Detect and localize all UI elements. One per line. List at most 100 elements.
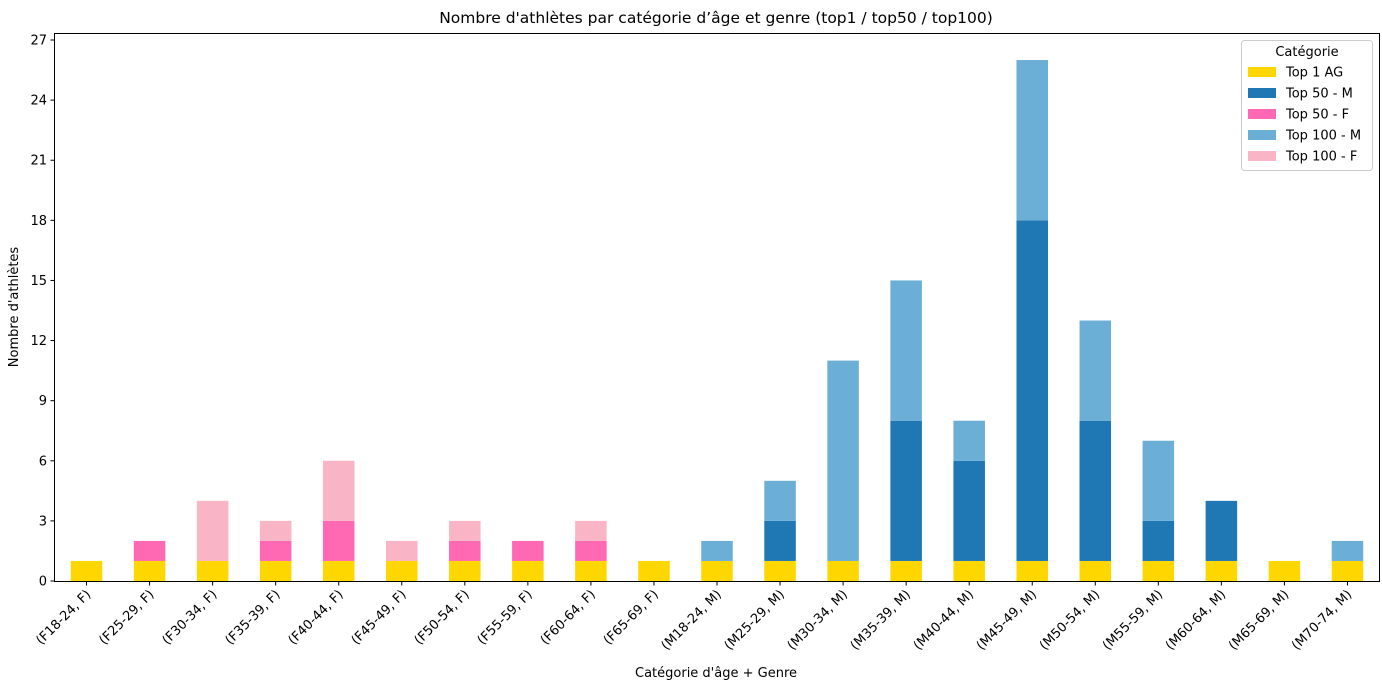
bar-segment [1268, 560, 1301, 581]
y-axis-label: Nombre d'athlètes [7, 247, 22, 368]
bar-segment [764, 520, 796, 561]
y-tick-label: 15 [30, 274, 47, 289]
legend-label: Top 100 - M [1285, 129, 1361, 144]
bar-segment [1079, 560, 1112, 581]
x-tick-label: (F65-69, F) [601, 587, 662, 648]
legend-swatch [1248, 130, 1276, 140]
bar-segment [1142, 440, 1175, 521]
bar-segment [259, 520, 292, 541]
bar-segment [322, 560, 355, 581]
bars-group [70, 60, 1364, 581]
bar-segment [1016, 60, 1048, 221]
x-tick-label: (F18-24, F) [33, 587, 94, 648]
legend-label: Top 1 AG [1285, 66, 1343, 81]
bar-segment [196, 500, 229, 561]
x-tick-label: (M70-74, M) [1289, 587, 1355, 653]
x-tick-label: (M18-24, M) [659, 587, 725, 653]
y-tick-label: 12 [30, 334, 47, 349]
bar-segment [512, 560, 544, 581]
legend-label: Top 50 - F [1285, 108, 1349, 123]
x-tick-label: (M50-54, M) [1037, 587, 1103, 653]
x-tick-label: (F40-44, F) [286, 587, 347, 648]
bar-segment [575, 540, 607, 561]
y-tick-label: 9 [39, 394, 47, 409]
bar-segment [890, 280, 922, 421]
legend-swatch [1248, 88, 1276, 98]
y-tick-label: 0 [39, 575, 47, 590]
legend-title: Catégorie [1275, 45, 1338, 60]
x-axis: (F18-24, F) (F25-29, F) (F30-34, F) (F35-39… [33, 581, 1355, 653]
x-tick-label: (F60-64, F) [538, 587, 599, 648]
legend-swatch [1248, 67, 1276, 77]
legend-label: Top 100 - F [1285, 150, 1357, 165]
legend-label: Top 50 - M [1285, 87, 1353, 102]
bar-segment [322, 460, 355, 521]
bar-segment [953, 420, 985, 461]
x-tick-label: (F50-54, F) [412, 587, 473, 648]
bar-segment [133, 560, 166, 581]
bar-segment [1331, 540, 1364, 561]
y-tick-label: 6 [39, 454, 47, 469]
x-tick-label: (F55-59, F) [475, 587, 536, 648]
bar-segment [701, 540, 733, 561]
x-tick-label: (M40-44, M) [911, 587, 977, 653]
legend-swatch [1248, 109, 1276, 119]
y-tick-label: 3 [39, 514, 47, 529]
x-tick-label: (M35-39, M) [848, 587, 914, 653]
bar-segment [1142, 520, 1175, 561]
bar-segment [827, 560, 859, 581]
x-tick-label: (F30-34, F) [160, 587, 221, 648]
bar-segment [1016, 560, 1048, 581]
legend-items: Top 1 AG Top 50 - M Top 50 - F Top 100 - M T… [1248, 66, 1361, 165]
bar-segment [1205, 560, 1238, 581]
plot-frame [54, 33, 1380, 582]
bar-segment [512, 540, 544, 561]
x-tick-label: (M45-49, M) [974, 587, 1040, 653]
x-tick-label: (M30-34, M) [785, 587, 851, 653]
x-tick-label: (F45-49, F) [349, 587, 410, 648]
bar-segment [953, 460, 985, 561]
y-tick-label: 18 [30, 214, 47, 229]
bar-segment [890, 420, 922, 561]
bar-segment [386, 540, 418, 561]
bar-segment [1079, 420, 1112, 561]
x-tick-label: (M65-69, M) [1226, 587, 1292, 653]
bar-segment [259, 540, 292, 561]
bar-segment [638, 560, 670, 581]
x-axis-label: Catégorie d'âge + Genre [635, 666, 797, 681]
x-tick-label: (F35-39, F) [223, 587, 284, 648]
x-tick-label: (M25-29, M) [722, 587, 788, 653]
bar-segment [322, 520, 355, 561]
bar-segment [449, 540, 481, 561]
y-tick-label: 24 [30, 94, 47, 109]
bar-segment [449, 520, 481, 541]
bar-segment [259, 560, 292, 581]
y-tick-label: 27 [30, 34, 47, 49]
chart-title: Nombre d'athlètes par catégorie d’âge et… [439, 9, 993, 27]
bar-segment [1205, 500, 1238, 561]
bar-segment [953, 560, 985, 581]
legend-swatch [1248, 151, 1276, 161]
bar-segment [133, 540, 166, 561]
bar-segment [575, 560, 607, 581]
bar-segment [196, 560, 229, 581]
bar-segment [1331, 560, 1364, 581]
bar-segment [1142, 560, 1175, 581]
bar-segment [890, 560, 922, 581]
y-axis: 0 3 6 9 12 15 18 21 24 27 [30, 34, 55, 590]
bar-segment [764, 480, 796, 521]
bar-segment [70, 560, 103, 581]
bar-segment [1016, 220, 1048, 561]
bar-segment [701, 560, 733, 581]
bar-segment [827, 360, 859, 561]
x-tick-label: (M55-59, M) [1100, 587, 1166, 653]
y-tick-label: 21 [30, 154, 47, 169]
x-tick-label: (M60-64, M) [1163, 587, 1229, 653]
bar-segment [575, 520, 607, 541]
x-tick-label: (F25-29, F) [96, 587, 157, 648]
bar-segment [764, 560, 796, 581]
bar-segment [386, 560, 418, 581]
bar-segment [1079, 320, 1112, 421]
